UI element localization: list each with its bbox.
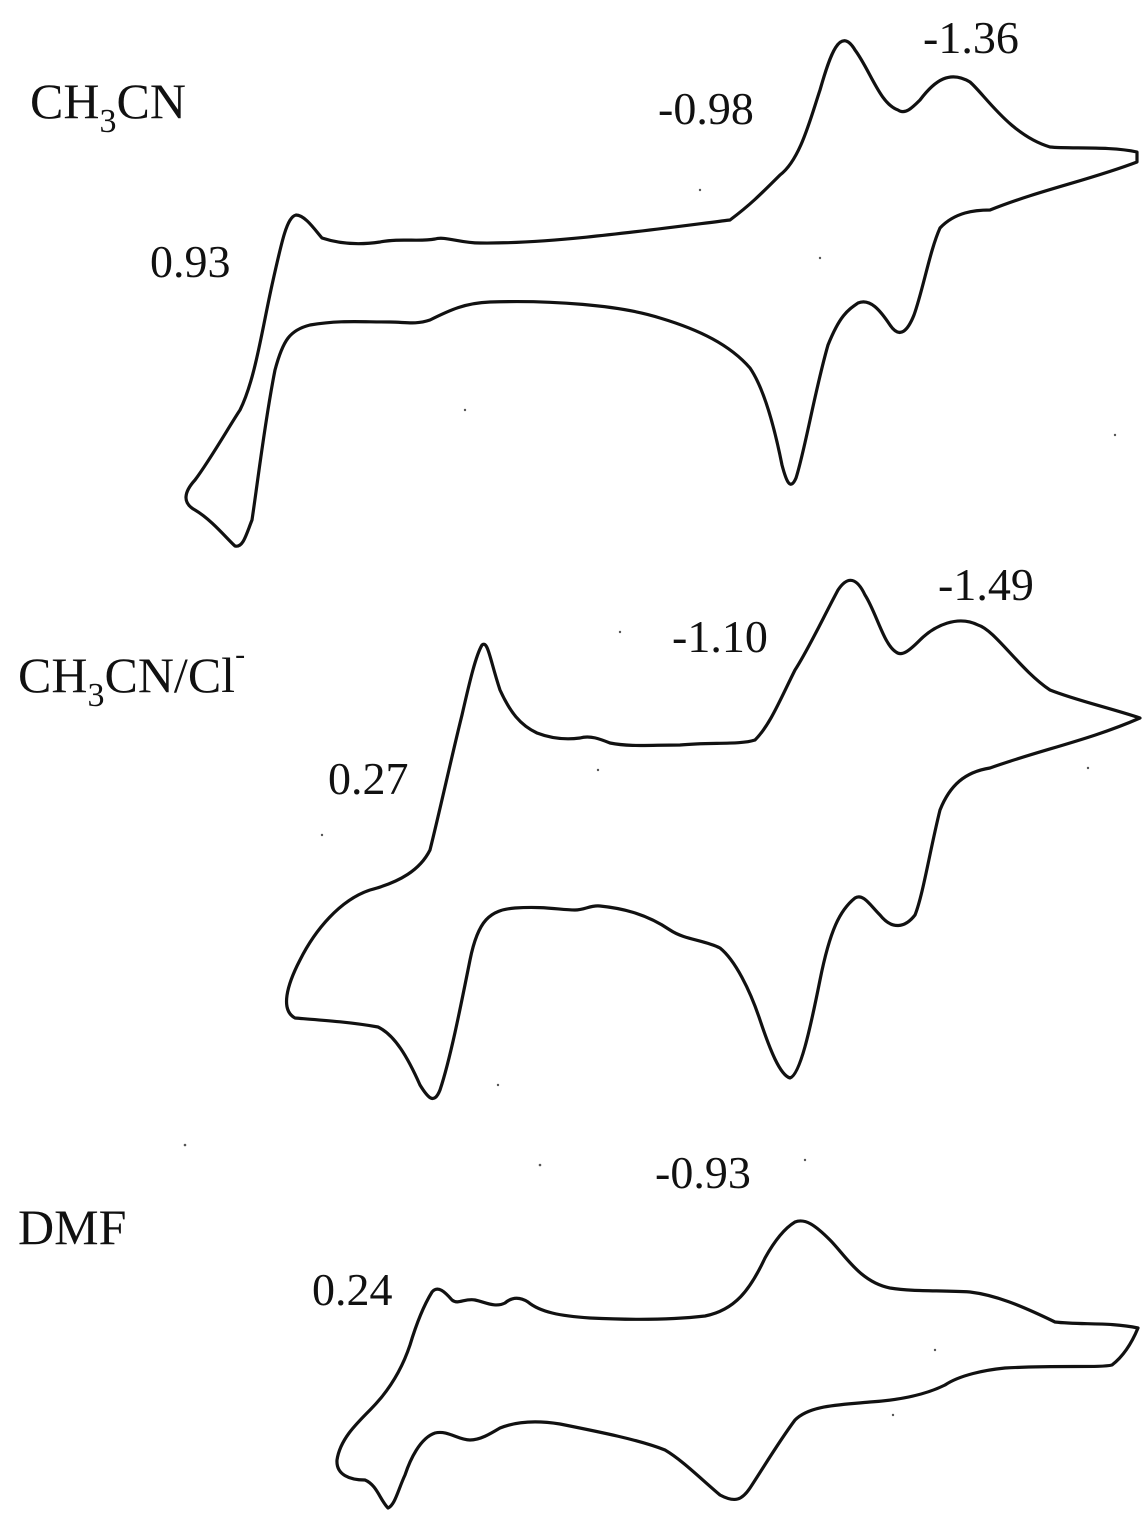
cv-panel-dmf: DMF 0.24 -0.93: [18, 1147, 1140, 1510]
cv-curve-ch3cn: [184, 39, 1139, 548]
scan-specks: [183, 188, 1117, 1417]
solvent-label-ch3cn: CH3CN: [30, 73, 186, 140]
peak-label-ch3cn-cl-1: -1.10: [672, 611, 768, 662]
peak-label-ch3cn-0: 0.93: [150, 236, 231, 287]
peak-label-ch3cn-cl-0: 0.27: [328, 753, 409, 804]
peak-label-dmf-0: 0.24: [312, 1264, 393, 1315]
cv-panel-ch3cn: CH3CN 0.93 -0.98 -1.36: [30, 12, 1139, 548]
peak-label-ch3cn-2: -1.36: [923, 12, 1019, 63]
cv-panel-ch3cn-cl: CH3CN/Cl- 0.27 -1.10 -1.49: [18, 559, 1142, 1101]
cv-curve-dmf: [335, 1219, 1140, 1510]
peak-label-ch3cn-1: -0.98: [658, 83, 754, 134]
peak-label-dmf-1: -0.93: [655, 1147, 751, 1198]
cv-curve-ch3cn-cl: [285, 578, 1142, 1101]
peak-label-ch3cn-cl-2: -1.49: [938, 559, 1034, 610]
solvent-label-ch3cn-cl: CH3CN/Cl-: [18, 638, 245, 714]
solvent-label-dmf: DMF: [18, 1199, 126, 1255]
